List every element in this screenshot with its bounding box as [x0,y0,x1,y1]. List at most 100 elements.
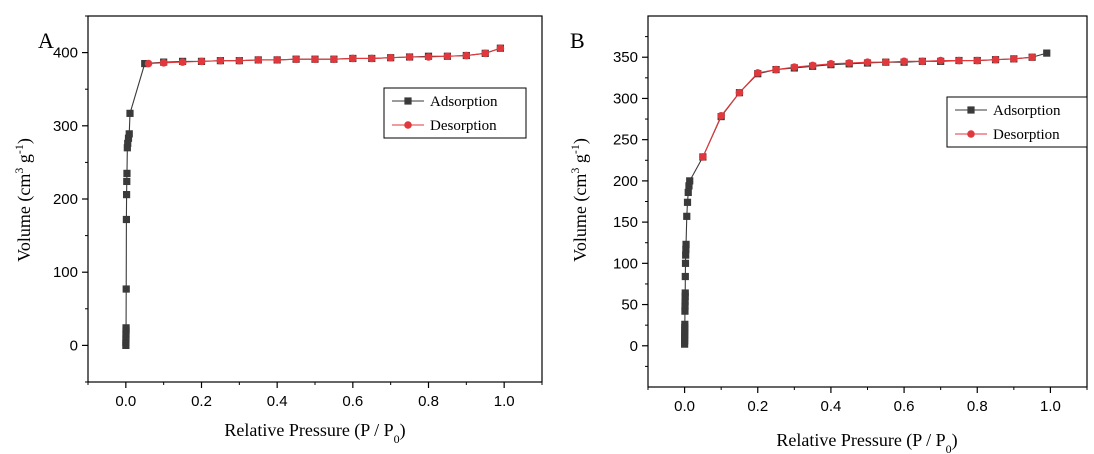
data-point [443,52,452,61]
data-point [936,56,945,65]
legend-marker [404,97,412,105]
panel-b: 0.0 0.2 0.4 0.6 0.8 1.0 0 50 100 150 200 250 300 350 B… [568,15,1088,454]
data-point [681,307,689,315]
y-tick-label: 150 [613,214,638,231]
data-point [122,338,130,347]
data-point [1010,55,1018,63]
legend-label: Desorption [430,118,497,134]
plot-frame [647,15,1088,388]
data-point [367,54,376,63]
data-point [827,60,835,68]
data-point [681,297,689,305]
panel-letter: A [38,28,54,53]
data-point [682,240,690,248]
data-point [122,335,130,343]
x-tick-label: 1.0 [1040,398,1061,415]
data-point [330,55,338,63]
data-point [772,65,780,74]
data-point [254,56,263,64]
data-point [1043,49,1051,57]
y-tick-label: 400 [53,45,78,62]
y-tick-label: 250 [613,132,638,149]
x-tick-label: 0.2 [747,398,768,415]
legend-marker [404,121,412,129]
legend-box [383,87,527,139]
x-tick-label: 0.2 [191,393,212,410]
data-point [122,324,130,332]
y-tick-label: 200 [613,173,638,190]
data-point [235,56,244,65]
data-point [123,177,131,186]
data-point [682,245,690,253]
data-point [717,111,725,120]
data-point [699,153,707,161]
data-point [686,177,694,185]
y-tick-label: 0 [630,338,638,355]
data-point [292,55,300,63]
data-point [681,272,689,281]
y-axis-title: Volume (cm3 g-1) [12,138,35,262]
data-point [178,58,187,66]
x-tick-label: 0.4 [820,398,841,415]
data-point [1028,53,1036,62]
data-point [481,49,490,58]
x-tick-label: 0.0 [115,393,136,410]
y-tick-label: 350 [613,49,638,66]
legend-label: Adsorption [430,94,498,110]
y-tick-label: 100 [613,255,638,272]
data-point [735,88,744,97]
plot-frame [87,15,543,383]
data-point [681,320,689,328]
data-point [123,169,131,177]
y-tick-label: 0 [70,337,78,354]
data-point [808,61,817,70]
data-point [685,182,693,190]
data-point [122,285,130,293]
data-point [845,59,854,67]
data-point [197,57,206,66]
data-point [126,109,134,117]
legend: Adsorption Desorption [946,96,1088,148]
data-point [349,54,357,63]
y-tick-label: 50 [621,297,638,314]
data-point [991,55,1000,64]
data-point [684,188,692,197]
data-point [124,139,132,147]
data-point [405,53,414,61]
y-tick-label: 200 [53,191,78,208]
data-point [386,53,395,62]
x-tick-label: 1.0 [494,393,515,410]
y-tick-label: 100 [53,264,78,281]
x-tick-label: 0.8 [418,393,439,410]
data-point [424,53,433,61]
legend-label: Adsorption [993,103,1061,119]
data-point [881,58,890,66]
series-desorption [144,44,505,68]
data-point [918,57,927,66]
data-point [273,56,281,64]
data-point [681,289,689,297]
series-desorption [699,53,1036,161]
legend-label: Desorption [993,127,1060,143]
data-point [125,130,133,138]
y-axis-title: Volume (cm3 g-1) [568,138,591,262]
data-point [122,330,130,339]
data-point [863,58,872,66]
data-point [159,59,168,67]
data-point [496,44,505,53]
data-point [122,191,131,199]
data-point [753,69,762,77]
data-point [683,198,692,206]
data-point [790,63,799,71]
data-point [123,144,131,152]
data-point [311,55,319,63]
data-point [681,259,690,267]
y-tick-label: 300 [613,90,638,107]
legend-marker [967,130,975,138]
data-point [681,302,689,310]
x-axis-title: Relative Pressure (P / P0) [224,420,405,446]
data-point [973,56,982,65]
data-point [955,56,963,65]
